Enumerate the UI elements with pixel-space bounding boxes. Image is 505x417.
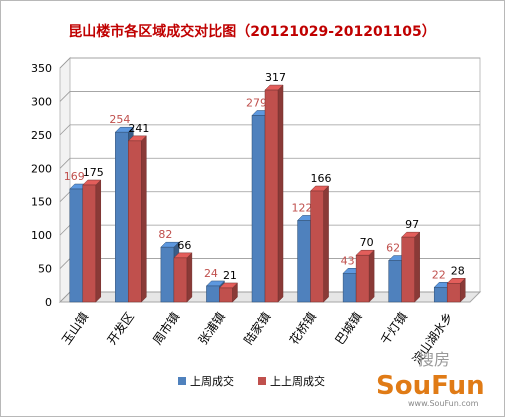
y-tick-label: 250 <box>31 129 52 142</box>
data-label: 62 <box>386 242 400 255</box>
watermark-url: www.SouFun.com <box>408 399 479 408</box>
y-tick-label: 300 <box>31 95 52 108</box>
y-tick-label: 200 <box>31 162 52 175</box>
bar-side <box>95 179 102 303</box>
bar-side <box>323 185 329 303</box>
y-tick-label: 100 <box>31 229 52 242</box>
y-tick-label: 150 <box>31 196 52 209</box>
bar <box>446 283 461 303</box>
bar-side <box>186 252 193 303</box>
bar <box>173 257 188 303</box>
gridline <box>59 91 480 102</box>
bar <box>297 220 311 303</box>
data-label: 66 <box>177 239 191 252</box>
data-label: 122 <box>292 201 313 214</box>
legend: 上周成交 上上周成交 <box>178 374 325 388</box>
bar <box>355 254 370 303</box>
data-label: 279 <box>246 96 267 109</box>
data-label: 241 <box>128 122 149 135</box>
bar-side <box>277 84 284 303</box>
data-label: 22 <box>432 268 446 281</box>
bar <box>82 184 97 303</box>
data-label: 24 <box>204 267 218 280</box>
bar-side <box>141 135 147 303</box>
bar <box>310 190 324 303</box>
data-label: 82 <box>158 228 172 241</box>
y-tick-label: 350 <box>31 62 52 75</box>
bar <box>69 188 84 303</box>
bar <box>264 89 279 303</box>
data-label: 97 <box>405 218 419 231</box>
data-label: 43 <box>341 254 355 267</box>
soufun-watermark: 搜房 SouFun www.SouFun.com <box>376 350 485 408</box>
bar <box>115 131 129 303</box>
y-tick-label: 0 <box>45 296 52 309</box>
legend-label: 上上周成交 <box>270 374 325 388</box>
bar <box>219 287 233 303</box>
bar <box>160 246 175 303</box>
bar <box>433 287 448 303</box>
data-label: 70 <box>360 236 374 249</box>
data-label: 28 <box>451 264 465 277</box>
y-tick-label: 50 <box>38 263 52 276</box>
gridline <box>59 124 480 136</box>
gridline <box>59 157 480 169</box>
bar <box>388 260 402 303</box>
bar <box>401 236 415 303</box>
watermark-brand-latin: SouFun <box>376 371 485 401</box>
gridline <box>59 57 480 69</box>
data-label: 169 <box>64 170 85 183</box>
chart-title: 昆山楼市各区域成交对比图（20121029-201201105） <box>68 23 435 40</box>
data-label: 21 <box>223 269 237 282</box>
bar <box>342 273 357 303</box>
legend-swatch <box>258 377 266 385</box>
bar <box>128 140 142 303</box>
bar-side <box>368 249 375 303</box>
legend-swatch <box>178 377 186 385</box>
data-label: 317 <box>265 71 286 84</box>
bar-side <box>414 231 420 303</box>
bar <box>251 115 266 303</box>
data-label: 175 <box>83 166 104 179</box>
bar <box>206 285 220 303</box>
legend-label: 上周成交 <box>190 374 234 388</box>
data-label: 254 <box>109 113 130 126</box>
data-label: 166 <box>311 172 332 185</box>
watermark-brand: 搜房 <box>418 350 450 369</box>
